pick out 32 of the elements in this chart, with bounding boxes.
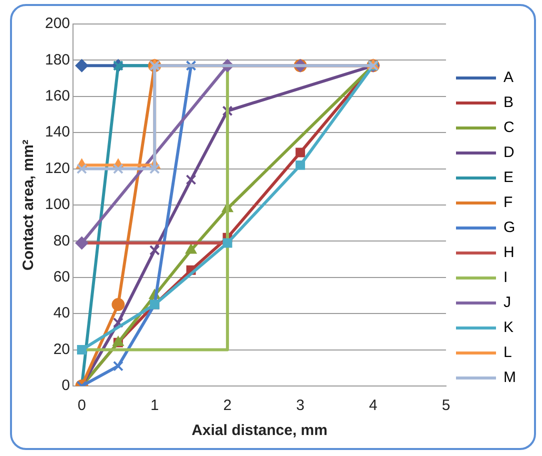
y-tick-label: 60: [53, 268, 70, 286]
legend-label: F: [504, 194, 513, 212]
legend-label: B: [504, 94, 514, 112]
x-tick-label: 4: [368, 397, 378, 414]
x-tick-label: 3: [296, 397, 304, 414]
legend-label: M: [504, 369, 516, 386]
legend-label: L: [504, 344, 512, 362]
y-tick-label: 40: [53, 304, 70, 322]
legend-label: A: [504, 69, 514, 86]
y-tick-label: 180: [44, 51, 70, 68]
x-tick-label: 5: [442, 397, 450, 414]
x-tick-label: 1: [150, 397, 159, 414]
y-tick-label: 0: [62, 377, 70, 394]
x-axis-title: Axial distance, mm: [192, 422, 328, 440]
y-tick-label: 100: [44, 196, 70, 214]
y-axis-title: Contact area, mm²: [20, 140, 38, 270]
legend-label: J: [504, 294, 512, 312]
x-tick-label: 0: [78, 397, 86, 414]
y-tick-label: 80: [53, 232, 70, 250]
y-tick-label: 120: [44, 160, 70, 177]
legend-label: K: [504, 319, 514, 336]
legend-label: C: [504, 119, 515, 136]
legend-label: I: [504, 269, 508, 286]
y-tick-label: 200: [44, 15, 70, 32]
y-tick-label: 160: [44, 88, 70, 105]
y-tick-label: 20: [53, 340, 70, 358]
legend-label: G: [504, 219, 516, 236]
legend-label: H: [504, 244, 514, 262]
y-tick-label: 140: [44, 124, 70, 141]
legend-label: D: [504, 144, 515, 162]
legend-label: E: [504, 169, 514, 186]
x-tick-label: 2: [223, 397, 232, 414]
